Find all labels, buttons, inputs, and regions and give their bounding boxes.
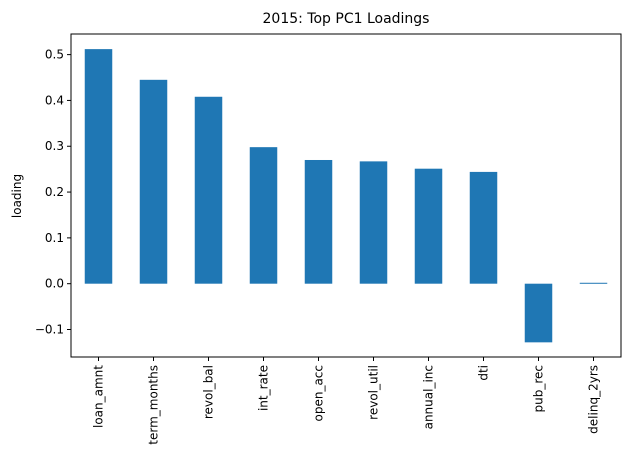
y-tick-label: 0.0 [45,277,64,291]
chart-title: 2015: Top PC1 Loadings [263,11,430,27]
x-tick-label-delinq_2yrs: delinq_2yrs [587,365,601,434]
x-tick-label-revol_util: revol_util [367,365,381,420]
bar-loan_amnt [84,49,113,284]
x-tick-label-dti: dti [477,365,491,381]
plot-frame [70,33,622,358]
x-tick-label-loan_amnt: loan_amnt [92,365,106,428]
x-tick-label-int_rate: int_rate [257,365,271,411]
x-tick-label-open_acc: open_acc [312,365,326,422]
y-tick-label: 0.5 [45,48,64,62]
bar-revol_bal [194,96,223,284]
bar-delinq_2yrs [579,282,608,284]
bar-term_months [139,79,168,284]
y-tick-label: 0.3 [45,139,64,153]
x-tick-label-pub_rec: pub_rec [532,365,546,413]
y-tick-label: 0.2 [45,185,64,199]
bar-open_acc [304,159,333,284]
bar-revol_util [359,161,388,284]
x-tick-label-annual_inc: annual_inc [422,365,436,429]
x-axis: loan_amnt term_months revol_bal int_rate ope… [92,357,601,445]
x-tick-label-revol_bal: revol_bal [202,365,216,419]
bar-pub_rec [524,283,553,343]
bar-dti [469,171,498,284]
bar-annual_inc [414,168,443,284]
y-axis: −0.1 0.0 0.1 0.2 0.3 0.4 0.5 [35,48,71,337]
y-tick-label: 0.1 [45,231,64,245]
y-axis-title: loading [10,174,24,218]
y-tick-label: 0.4 [45,93,64,107]
bar-int_rate [249,147,278,284]
bars-group [84,49,608,343]
y-tick-label: −0.1 [35,323,64,337]
x-tick-label-term_months: term_months [147,365,161,445]
